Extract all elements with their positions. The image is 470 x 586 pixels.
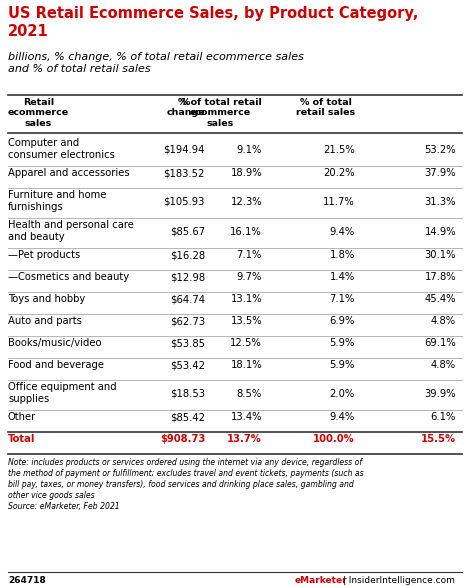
Text: 1.4%: 1.4% (330, 272, 355, 282)
Text: Computer and
consumer electronics: Computer and consumer electronics (8, 138, 115, 159)
Text: 39.9%: 39.9% (424, 389, 456, 399)
Text: %
change: % change (166, 98, 205, 117)
Text: 8.5%: 8.5% (237, 389, 262, 399)
Text: 9.7%: 9.7% (236, 272, 262, 282)
Text: 2.0%: 2.0% (330, 389, 355, 399)
Text: % of total
retail sales: % of total retail sales (296, 98, 355, 117)
Text: Furniture and home
furnishings: Furniture and home furnishings (8, 190, 106, 212)
Text: Auto and parts: Auto and parts (8, 316, 82, 326)
Text: 13.7%: 13.7% (227, 434, 262, 444)
Text: Note: includes products or services ordered using the internet via any device, r: Note: includes products or services orde… (8, 458, 364, 512)
Text: Food and beverage: Food and beverage (8, 360, 104, 370)
Text: Retail
ecommerce
sales: Retail ecommerce sales (8, 98, 69, 128)
Text: 16.1%: 16.1% (230, 227, 262, 237)
Text: 53.2%: 53.2% (424, 145, 456, 155)
Text: Office equipment and
supplies: Office equipment and supplies (8, 382, 117, 404)
Text: Health and personal care
and beauty: Health and personal care and beauty (8, 220, 134, 241)
Text: Other: Other (8, 412, 36, 422)
Text: $53.42: $53.42 (170, 360, 205, 370)
Text: 20.2%: 20.2% (323, 168, 355, 178)
Text: 30.1%: 30.1% (424, 250, 456, 260)
Text: 9.4%: 9.4% (330, 227, 355, 237)
Text: 13.5%: 13.5% (230, 316, 262, 326)
Text: Total: Total (8, 434, 35, 444)
Text: 17.8%: 17.8% (424, 272, 456, 282)
Text: $64.74: $64.74 (170, 294, 205, 304)
Text: 264718: 264718 (8, 576, 46, 585)
Text: Books/music/video: Books/music/video (8, 338, 102, 348)
Text: 5.9%: 5.9% (329, 360, 355, 370)
Text: $16.28: $16.28 (170, 250, 205, 260)
Text: Apparel and accessories: Apparel and accessories (8, 168, 130, 178)
Text: $62.73: $62.73 (170, 316, 205, 326)
Text: $12.98: $12.98 (170, 272, 205, 282)
Text: 9.4%: 9.4% (330, 412, 355, 422)
Text: $183.52: $183.52 (164, 168, 205, 178)
Text: $105.93: $105.93 (164, 197, 205, 207)
Text: —Pet products: —Pet products (8, 250, 80, 260)
Text: 13.4%: 13.4% (230, 412, 262, 422)
Text: 4.8%: 4.8% (431, 316, 456, 326)
Text: $18.53: $18.53 (170, 389, 205, 399)
Text: 6.1%: 6.1% (431, 412, 456, 422)
Text: US Retail Ecommerce Sales, by Product Category,
2021: US Retail Ecommerce Sales, by Product Ca… (8, 6, 418, 39)
Text: 21.5%: 21.5% (323, 145, 355, 155)
Text: 15.5%: 15.5% (421, 434, 456, 444)
Text: 13.1%: 13.1% (230, 294, 262, 304)
Text: | InsiderIntelligence.com: | InsiderIntelligence.com (340, 576, 455, 585)
Text: 12.5%: 12.5% (230, 338, 262, 348)
Text: 6.9%: 6.9% (329, 316, 355, 326)
Text: Toys and hobby: Toys and hobby (8, 294, 85, 304)
Text: 18.1%: 18.1% (230, 360, 262, 370)
Text: 18.9%: 18.9% (230, 168, 262, 178)
Text: billions, % change, % of total retail ecommerce sales
and % of total retail sale: billions, % change, % of total retail ec… (8, 52, 304, 74)
Text: $908.73: $908.73 (160, 434, 205, 444)
Text: $85.42: $85.42 (170, 412, 205, 422)
Text: 5.9%: 5.9% (329, 338, 355, 348)
Text: —Cosmetics and beauty: —Cosmetics and beauty (8, 272, 129, 282)
Text: 7.1%: 7.1% (236, 250, 262, 260)
Text: 69.1%: 69.1% (424, 338, 456, 348)
Text: 14.9%: 14.9% (424, 227, 456, 237)
Text: 31.3%: 31.3% (424, 197, 456, 207)
Text: % of total retail
ecommerce
sales: % of total retail ecommerce sales (178, 98, 262, 128)
Text: eMarketer: eMarketer (295, 576, 348, 585)
Text: 11.7%: 11.7% (323, 197, 355, 207)
Text: 12.3%: 12.3% (230, 197, 262, 207)
Text: $53.85: $53.85 (170, 338, 205, 348)
Text: 4.8%: 4.8% (431, 360, 456, 370)
Text: $85.67: $85.67 (170, 227, 205, 237)
Text: 100.0%: 100.0% (313, 434, 355, 444)
Text: 45.4%: 45.4% (424, 294, 456, 304)
Text: 7.1%: 7.1% (329, 294, 355, 304)
Text: $194.94: $194.94 (164, 145, 205, 155)
Text: 9.1%: 9.1% (236, 145, 262, 155)
Text: 37.9%: 37.9% (424, 168, 456, 178)
Text: 1.8%: 1.8% (330, 250, 355, 260)
